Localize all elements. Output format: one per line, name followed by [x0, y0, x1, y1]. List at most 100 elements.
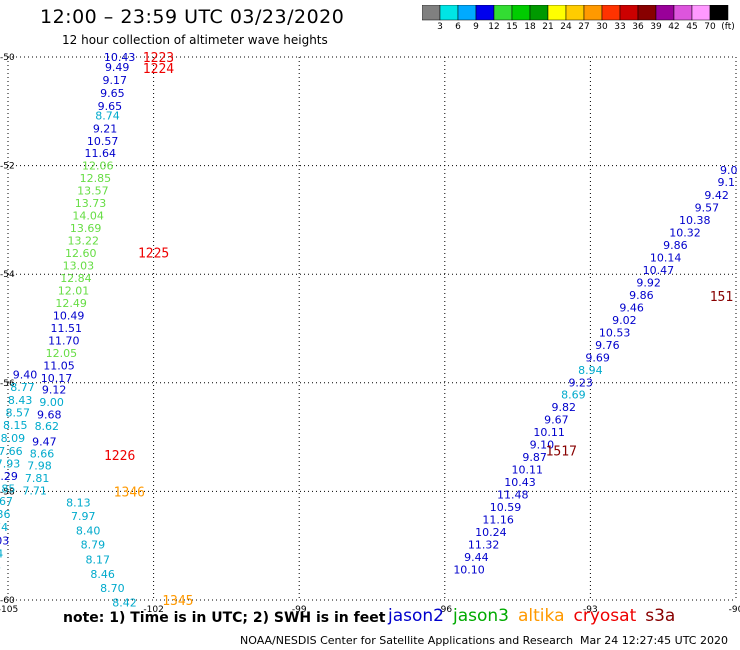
swh-value-label: 14.04	[72, 210, 104, 223]
swh-value-label: 9.21	[93, 123, 118, 136]
swh-value-label: 8.13	[66, 496, 91, 509]
y-tick-label: -58	[0, 487, 15, 497]
swh-value-label: 10.43	[504, 476, 536, 489]
swh-value-label: 9.23	[568, 376, 593, 389]
legend-item-s3a: s3a	[645, 606, 676, 626]
swh-value-label: 9.42	[704, 189, 729, 202]
swh-value-label: 8.86	[0, 560, 1, 573]
swh-value-label: 10.38	[679, 214, 711, 227]
swh-value-label: 13.03	[63, 260, 95, 273]
pass-time-label: 1224	[143, 62, 174, 77]
x-tick-label: -105	[0, 605, 18, 615]
legend: jason2 jason3 altika cryosat s3a	[388, 606, 684, 626]
colorbar-label: 42	[668, 22, 680, 32]
swh-value-label: 8.15	[3, 419, 28, 432]
colorbar-swatch	[709, 5, 729, 21]
swh-value-label: 8.74	[95, 110, 120, 123]
swh-value-label: 10.43	[104, 51, 136, 64]
swh-value-label: 9.1	[718, 176, 736, 189]
swh-value-label: 8.36	[0, 508, 11, 521]
pass-time-label: 1517	[546, 445, 577, 460]
colorbar-label: 21	[542, 22, 554, 32]
swh-value-label: 12.84	[60, 272, 92, 285]
swh-value-label: 11.48	[497, 489, 529, 502]
swh-value-label: 8.09	[1, 432, 26, 445]
swh-value-label: 8.77	[10, 381, 35, 394]
colorbar-label: 30	[596, 22, 608, 32]
swh-value-label: 11.32	[468, 539, 500, 552]
swh-value-label: 9.47	[32, 435, 57, 448]
colorbar-label: 18	[524, 22, 536, 32]
colorbar-label: 6	[455, 22, 461, 32]
colorbar-label: 12	[488, 22, 500, 32]
note-text: note: 1) Time is in UTC; 2) SWH is in fe…	[63, 610, 386, 626]
y-tick-label: -54	[0, 270, 15, 280]
swh-value-label: 12.06	[82, 160, 114, 173]
colorbar-label: 33	[614, 22, 626, 32]
swh-value-label: 9.0	[720, 164, 738, 177]
swh-value-label: 7.98	[27, 459, 52, 472]
swh-value-label: 9.46	[619, 301, 644, 314]
colorbar-label: 15	[506, 22, 518, 32]
legend-item-jason2: jason2	[388, 606, 444, 626]
y-tick-label: -56	[0, 379, 15, 389]
swh-value-label: 8.79	[81, 539, 106, 552]
swh-value-label: 8.70	[100, 582, 125, 595]
swh-value-label: 8.40	[76, 524, 101, 537]
swh-value-label: 10.53	[599, 326, 631, 339]
x-tick-label: -102	[143, 605, 163, 615]
swh-value-label: 13.69	[70, 222, 102, 235]
swh-value-label: 9.00	[39, 396, 64, 409]
swh-value-label: 9.68	[37, 408, 62, 421]
chart-title: 12:00 – 23:59 UTC 03/23/2020	[40, 6, 345, 28]
swh-value-label: 9.86	[663, 239, 688, 252]
swh-value-label: 9.86	[629, 289, 654, 302]
x-tick-label: -90	[729, 605, 740, 615]
colorbar-label: 70	[704, 22, 716, 32]
swh-value-label: 13.57	[77, 185, 109, 198]
swh-value-label: 12.01	[58, 284, 90, 297]
swh-value-label: 8.62	[35, 420, 60, 433]
colorbar-label: 9	[473, 22, 479, 32]
swh-value-label: 9.40	[13, 369, 38, 382]
swh-value-label: 10.24	[475, 526, 507, 539]
colorbar	[422, 5, 729, 21]
swh-value-label: 11.70	[48, 334, 80, 347]
swh-value-label: 8.46	[90, 568, 115, 581]
swh-value-label: 7.66	[0, 445, 23, 458]
legend-item-altika: altika	[518, 606, 565, 626]
x-tick-label: -93	[583, 605, 598, 615]
swh-value-label: 9.87	[522, 451, 547, 464]
pass-time-label: 1225	[138, 246, 169, 261]
swh-value-label: 9.67	[544, 414, 569, 427]
swh-value-label: 11.51	[50, 322, 82, 335]
y-tick-label: -50	[0, 53, 15, 63]
colorbar-label: 3	[437, 22, 443, 32]
swh-value-label: 13.73	[75, 197, 107, 210]
colorbar-label: 39	[650, 22, 662, 32]
swh-value-label: 10.47	[643, 264, 675, 277]
swh-value-label: 10.49	[53, 309, 85, 322]
swh-value-label: 13.22	[67, 235, 99, 248]
swh-value-label: 9.02	[612, 314, 637, 327]
swh-value-label: 8.69	[561, 389, 586, 402]
swh-value-label: 10.10	[453, 564, 485, 577]
swh-value-label: 10.11	[512, 464, 544, 477]
swh-value-label: 8.67	[0, 495, 13, 508]
swh-value-label: 9.10	[530, 439, 555, 452]
x-tick-label: -96	[437, 605, 452, 615]
swh-value-label: 11.16	[482, 514, 514, 527]
swh-value-label: 7.85	[0, 483, 15, 496]
swh-value-label: 9.65	[100, 87, 125, 100]
swh-value-label: 8.17	[86, 553, 111, 566]
swh-value-label: 8.66	[30, 447, 55, 460]
credit-time: Mar 24 12:27:45 UTC 2020	[580, 634, 728, 647]
swh-value-label: 9.76	[595, 339, 620, 352]
swh-value-label: 8.42	[112, 597, 137, 610]
swh-value-label: 10.59	[490, 501, 522, 514]
swh-value-label: 12.85	[80, 172, 112, 185]
swh-value-label: 9.65	[98, 100, 123, 113]
swh-value-label: 8.74	[0, 547, 3, 560]
swh-value-label: 12.05	[46, 347, 78, 360]
